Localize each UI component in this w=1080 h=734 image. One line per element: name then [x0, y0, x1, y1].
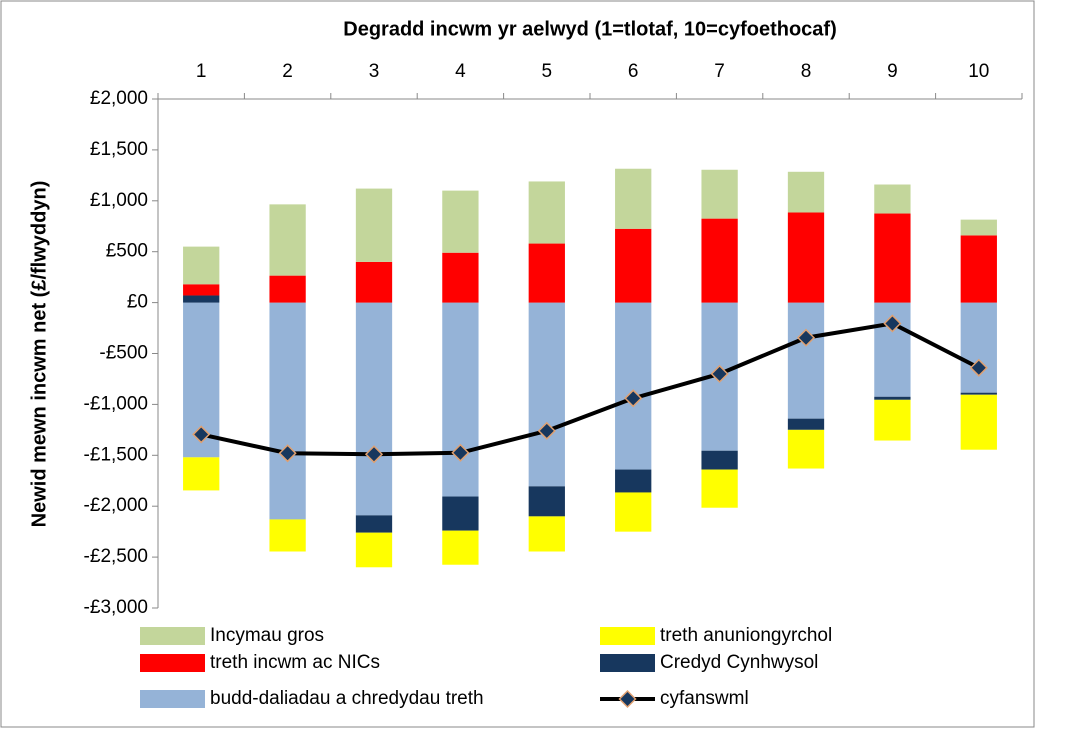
x-tick-label: 10 — [968, 61, 989, 82]
bar-segment — [183, 246, 220, 285]
total-line — [200, 321, 980, 457]
bar-segment — [701, 169, 738, 219]
total-marker — [451, 443, 470, 462]
bar-segment — [269, 275, 306, 303]
bar-segment — [355, 261, 393, 303]
bar-segment — [874, 184, 911, 214]
y-tick-label: -£3,000 — [84, 597, 148, 618]
bar-segment — [960, 394, 997, 450]
bar-segment — [960, 392, 997, 395]
legend-swatch — [140, 627, 205, 645]
bar-segment — [528, 243, 565, 303]
bar-segment — [269, 204, 306, 276]
bar-segment — [615, 168, 652, 229]
bar-segment — [183, 457, 220, 491]
bar-segment — [269, 302, 306, 520]
bar-segment — [615, 469, 652, 493]
legend-label: treth incwm ac NICs — [210, 652, 380, 673]
bar-segment — [183, 295, 220, 303]
total-marker — [537, 421, 556, 440]
legend-label: Incymau gros — [210, 625, 324, 646]
bar-segment — [874, 399, 911, 441]
bar-segment — [701, 450, 738, 470]
x-tick-label: 9 — [887, 61, 898, 82]
bar-segment — [442, 252, 479, 303]
bar-segment — [355, 188, 393, 262]
bar-segment — [701, 218, 738, 303]
legend-swatch — [140, 654, 205, 672]
legend-label: treth anuniongyrchol — [660, 625, 832, 646]
x-tick-label: 7 — [714, 61, 725, 82]
bar-segment — [355, 302, 393, 516]
bar-segment — [528, 181, 565, 244]
bar-segment — [442, 496, 479, 531]
bar-segment — [874, 213, 911, 303]
bar-segment — [787, 429, 825, 469]
y-tick-label: £0 — [127, 292, 148, 313]
x-tick-label: 6 — [628, 61, 639, 82]
bar-segment — [960, 219, 997, 236]
legend-label: budd-daliadau a chredydau treth — [210, 688, 484, 709]
legend-swatch — [600, 627, 655, 645]
bar-segment — [615, 492, 652, 532]
bar-segment — [615, 228, 652, 303]
bar-segment — [874, 396, 911, 400]
bar-segment — [701, 469, 738, 508]
bar-segment — [787, 171, 825, 213]
bar-segment — [787, 302, 825, 419]
bar-segment — [355, 532, 393, 568]
bar-segment — [960, 235, 997, 303]
bar-segment — [615, 302, 652, 470]
total-marker — [969, 358, 988, 377]
total-marker — [796, 328, 816, 347]
bar-segment — [787, 418, 825, 430]
bar-segment — [528, 302, 565, 487]
x-tick-label: 2 — [282, 61, 293, 82]
x-tick-label: 8 — [801, 61, 812, 82]
legend-swatch — [600, 654, 655, 672]
bar-segment — [960, 302, 997, 393]
bar-segment — [528, 516, 565, 552]
x-tick-label: 1 — [196, 61, 207, 82]
y-tick-label: -£1,000 — [84, 393, 148, 414]
chart-title: Degradd incwm yr aelwyd (1=tlotaf, 10=cy… — [343, 18, 836, 40]
bar-segment — [442, 302, 479, 497]
y-tick-label: -£1,500 — [84, 444, 148, 465]
bar-segment — [442, 190, 479, 253]
y-tick-label: £1,500 — [90, 139, 148, 160]
bar-segment — [269, 519, 306, 552]
y-tick-label: £500 — [106, 241, 148, 262]
bar-segment — [442, 530, 479, 565]
y-tick-label: £2,000 — [90, 88, 148, 109]
y-tick-label: -£2,500 — [84, 546, 148, 567]
y-tick-label: £1,000 — [90, 190, 148, 211]
x-tick-label: 5 — [542, 61, 553, 82]
y-tick-label: -£2,000 — [84, 495, 148, 516]
total-marker — [278, 444, 297, 463]
legend-label: Credyd Cynhwysol — [660, 652, 818, 673]
total-marker — [883, 314, 902, 333]
bar-segment — [528, 486, 565, 517]
y-tick-label: -£500 — [99, 343, 148, 364]
x-tick-label: 4 — [455, 61, 466, 82]
bar-segment — [355, 515, 393, 533]
total-marker — [624, 389, 643, 408]
legend-label: cyfanswml — [660, 688, 749, 709]
legend-swatch — [140, 690, 205, 708]
x-tick-label: 3 — [369, 61, 380, 82]
chart-frame — [0, 0, 1035, 728]
total-marker — [192, 425, 211, 444]
legend-marker — [618, 689, 637, 709]
y-axis-title: Newid mewn incwm net (£/flwyddyn) — [28, 181, 50, 528]
total-marker — [710, 364, 729, 383]
bar-segment — [787, 212, 825, 303]
bar-segment — [183, 284, 220, 296]
total-marker — [364, 445, 384, 464]
